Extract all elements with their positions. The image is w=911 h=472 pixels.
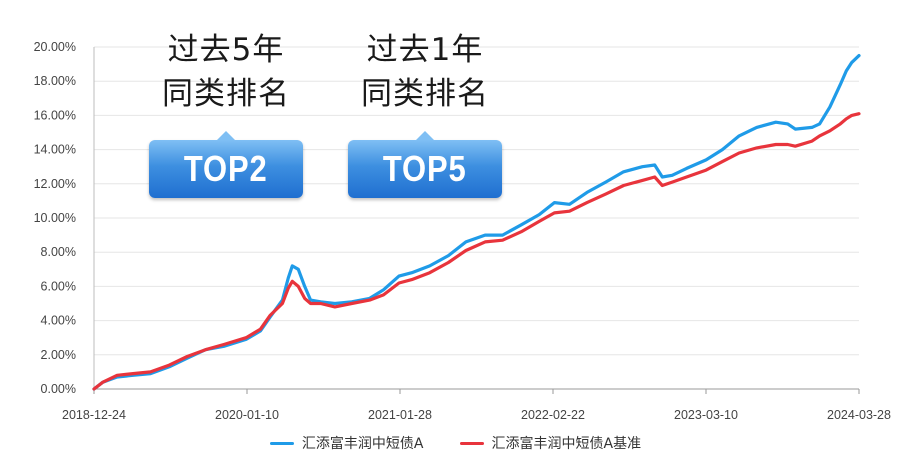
callout-title-line2: 同类排名: [361, 76, 489, 112]
y-tick-label: 16.00%: [34, 108, 76, 122]
y-tick-label: 4.00%: [41, 314, 76, 328]
legend-label: 汇添富丰润中短债A: [301, 436, 424, 452]
y-tick-label: 14.00%: [34, 143, 76, 157]
y-tick-label: 6.00%: [41, 279, 76, 293]
legend-swatch: [459, 441, 484, 445]
x-tick-label: 2021-01-28: [368, 408, 432, 422]
series-line-benchmark: [92, 112, 861, 391]
legend-item-benchmark: 汇添富丰润中短债A基准: [459, 433, 642, 453]
rank-badge-text: TOP5: [383, 148, 467, 189]
callout-5-year: 过去5年 同类排名 TOP2: [146, 28, 306, 198]
x-tick-label: 2022-02-22: [521, 408, 585, 422]
y-tick-label: 8.00%: [41, 245, 76, 259]
legend-label: 汇添富丰润中短债A基准: [491, 436, 642, 452]
rank-badge-text: TOP2: [184, 148, 268, 189]
y-tick-label: 20.00%: [34, 40, 76, 54]
chart-legend: 汇添富丰润中短债A 汇添富丰润中短债A基准: [0, 433, 911, 453]
callout-1-year: 过去1年 同类排名 TOP5: [345, 28, 505, 198]
x-tick-label: 2018-12-24: [62, 408, 126, 422]
y-tick-label: 12.00%: [34, 177, 76, 191]
y-tick-label: 2.00%: [41, 348, 76, 362]
callout-title-line2: 同类排名: [162, 76, 290, 112]
callout-title-line1: 过去1年: [366, 32, 484, 68]
x-tick-label: 2023-03-10: [674, 408, 738, 422]
x-tick-label: 2024-03-28: [827, 408, 891, 422]
legend-item-fund: 汇添富丰润中短债A: [269, 433, 424, 453]
y-tick-label: 0.00%: [41, 382, 76, 396]
x-tick-label: 2020-01-10: [215, 408, 279, 422]
y-tick-label: 10.00%: [34, 211, 76, 225]
rank-badge: TOP2: [149, 131, 303, 198]
rank-badge: TOP5: [348, 131, 502, 198]
y-tick-label: 18.00%: [34, 74, 76, 88]
legend-swatch: [269, 441, 294, 445]
line-chart: 0.00% 2.00% 4.00% 6.00% 8.00% 10.00% 12.00% 14.…: [34, 40, 891, 422]
callout-title-line1: 过去5年: [167, 32, 285, 68]
